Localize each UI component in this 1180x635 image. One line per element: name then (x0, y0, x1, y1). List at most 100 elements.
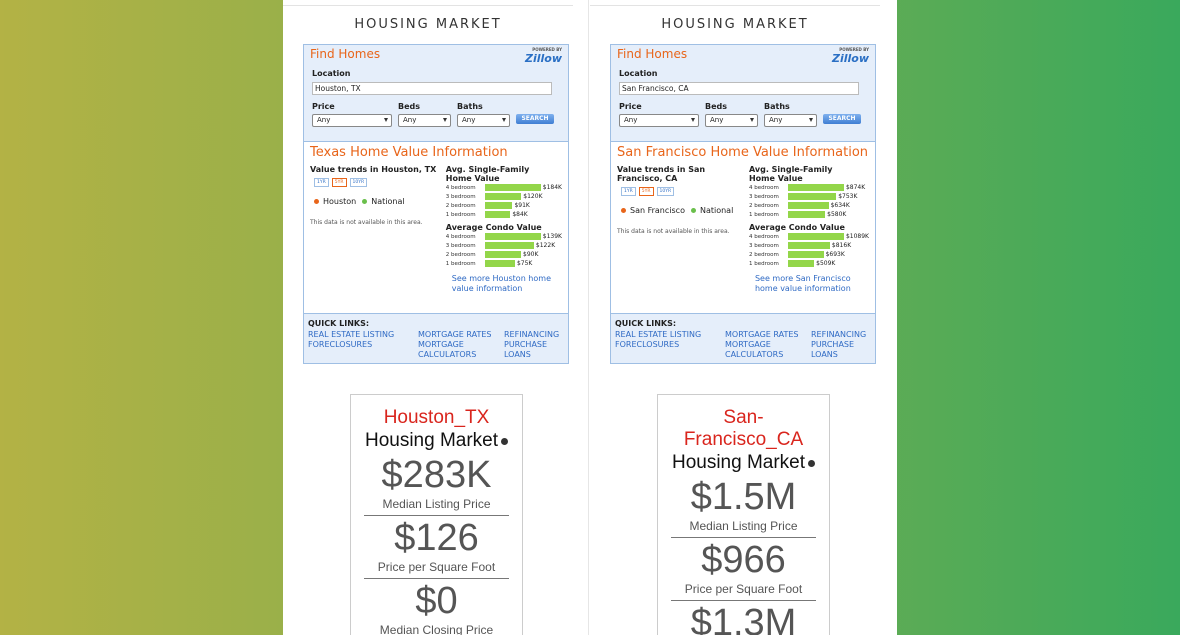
bar-row: 2 bedroom $91K (446, 201, 562, 210)
quick-link[interactable]: MORTGAGE CALCULATORS (418, 340, 477, 359)
location-label: Location (619, 69, 658, 78)
brand: Zillow (524, 52, 562, 65)
filter-select[interactable]: Any (705, 114, 758, 127)
filters: Price Any Beds Any Baths Any (619, 102, 817, 127)
info-title: San Francisco Home Value Information (617, 145, 869, 160)
quick-link[interactable]: REFINANCING (504, 330, 560, 339)
legend-label: San Francisco (630, 206, 685, 215)
bar-value: $120K (523, 193, 543, 200)
bar (484, 211, 511, 218)
filter-label: Price (619, 102, 642, 111)
trend-button[interactable]: 1YR (314, 178, 329, 187)
search-button[interactable]: SEARCH (516, 114, 554, 124)
value-group: Average Condo Value 4 bedroom $139K 3 bedro… (446, 223, 562, 268)
filter-select[interactable]: Any (619, 114, 699, 127)
bar (787, 193, 837, 200)
quick-link[interactable]: PURCHASE LOANS (811, 340, 855, 359)
quick-link[interactable]: REAL ESTATE LISTING (308, 330, 395, 339)
bar-value: $693K (825, 251, 845, 258)
trend-button[interactable]: 10YR (349, 178, 368, 187)
filter-label: Beds (705, 102, 728, 111)
bar-value: $816K (831, 242, 852, 249)
see-more-link[interactable]: See more Houston home value information (451, 274, 551, 293)
quick-links: QUICK LINKS: REAL ESTATE LISTING MORTGAGE … (611, 313, 875, 363)
search-button[interactable]: SEARCH (823, 114, 861, 124)
quick-link[interactable]: MORTGAGE CALCULATORS (725, 340, 784, 359)
bar-row: 3 bedroom $122K (446, 241, 562, 250)
stat-value: $966 (701, 539, 786, 581)
bar-label: 2 bedroom (445, 251, 476, 258)
filter-select[interactable]: Any (764, 114, 817, 127)
trend-button[interactable]: 10YR (656, 187, 675, 196)
powered-by: POWERED BY (839, 47, 869, 52)
bar-label: 2 bedroom (748, 251, 779, 258)
bar-value: $122K (535, 242, 556, 249)
location-input[interactable]: San Francisco, CA (619, 82, 859, 95)
stat: $283K Median Listing Price (364, 453, 509, 516)
bar (484, 193, 522, 200)
trend-buttons: 1YR 5YR 10YR (621, 187, 743, 196)
bar-label: 4 bedroom (748, 233, 779, 240)
value-group: Average Condo Value 4 bedroom $1089K 3 bedr… (749, 223, 869, 268)
info-icon[interactable] (808, 460, 816, 467)
quick-links: QUICK LINKS: REAL ESTATE LISTING MORTGAGE … (304, 313, 568, 363)
filter-select[interactable]: Any (398, 114, 451, 127)
quick-link[interactable]: FORECLOSURES (615, 340, 680, 349)
quick-link[interactable]: PURCHASE LOANS (504, 340, 548, 359)
home-value-info: Texas Home Value Information Value trends… (304, 142, 568, 313)
filter-select[interactable]: Any (312, 114, 392, 127)
bar-row: 1 bedroom $580K (749, 210, 869, 219)
bar-row: 1 bedroom $75K (446, 259, 562, 268)
quick-link[interactable]: FORECLOSURES (308, 340, 373, 349)
trend-buttons: 1YR 5YR 10YR (314, 178, 440, 187)
home-value-info: San Francisco Home Value Information Valu… (611, 142, 875, 313)
housing-market-card: Houston_TX Housing Market $283K Median List… (350, 394, 523, 635)
bar-value: $874K (845, 184, 866, 191)
quick-link[interactable]: REAL ESTATE LISTING (615, 330, 702, 339)
legend-dot (621, 208, 626, 213)
trend-button[interactable]: 5YR (331, 178, 347, 187)
bar-row: 4 bedroom $139K (446, 232, 562, 241)
bar (484, 184, 541, 191)
info-icon[interactable] (501, 438, 509, 445)
quick-link[interactable]: MORTGAGE RATES (418, 330, 492, 339)
content-panel: HOUSING MARKET Find Homes POWERED BY Zillow… (283, 0, 897, 635)
group-title: Average Condo Value (445, 223, 542, 232)
zillow-logo: POWERED BY Zillow (525, 47, 562, 65)
widget-title: Find Homes (617, 47, 688, 61)
filter-label: Baths (764, 102, 790, 111)
search-panel: Find Homes POWERED BY Zillow Location Housto… (304, 45, 568, 142)
filters: Price Any Beds Any Baths Any (312, 102, 510, 127)
zillow-logo: POWERED BY Zillow (832, 47, 869, 65)
see-more-link[interactable]: See more San Francisco home value inform… (754, 274, 851, 293)
legend-entry: Houston (314, 197, 356, 206)
filter: Beds Any (398, 102, 451, 127)
bar-value: $634K (830, 202, 850, 209)
filter: Price Any (619, 102, 699, 127)
location-label: Location (312, 69, 351, 78)
stat-label: Price per Square Foot (684, 582, 803, 596)
bar-label: 3 bedroom (748, 193, 779, 200)
bar (787, 211, 826, 218)
trend-button[interactable]: 1YR (621, 187, 636, 196)
widget-title: Find Homes (310, 47, 381, 61)
filter-label: Baths (457, 102, 483, 111)
location-input[interactable]: Houston, TX (312, 82, 552, 95)
trend-button[interactable]: 5YR (638, 187, 654, 196)
bar-value: $753K (838, 193, 858, 200)
bar-row: 3 bedroom $816K (749, 241, 869, 250)
bar-row: 2 bedroom $693K (749, 250, 869, 259)
stat-value: $0 (415, 580, 458, 622)
bar-label: 1 bedroom (445, 260, 476, 267)
bar-value: $75K (516, 260, 533, 267)
value-group: Avg. Single-Family Home Value 4 bedroom $1… (446, 165, 562, 219)
bar-row: 3 bedroom $120K (446, 192, 562, 201)
stat: $0 Median Closing Price (364, 579, 509, 635)
group-title: Avg. Single-Family Home Value (748, 165, 833, 183)
bar (787, 242, 830, 249)
bar-label: 1 bedroom (748, 260, 779, 267)
filter-select[interactable]: Any (457, 114, 510, 127)
quick-link[interactable]: MORTGAGE RATES (725, 330, 799, 339)
quick-link[interactable]: REFINANCING (811, 330, 867, 339)
